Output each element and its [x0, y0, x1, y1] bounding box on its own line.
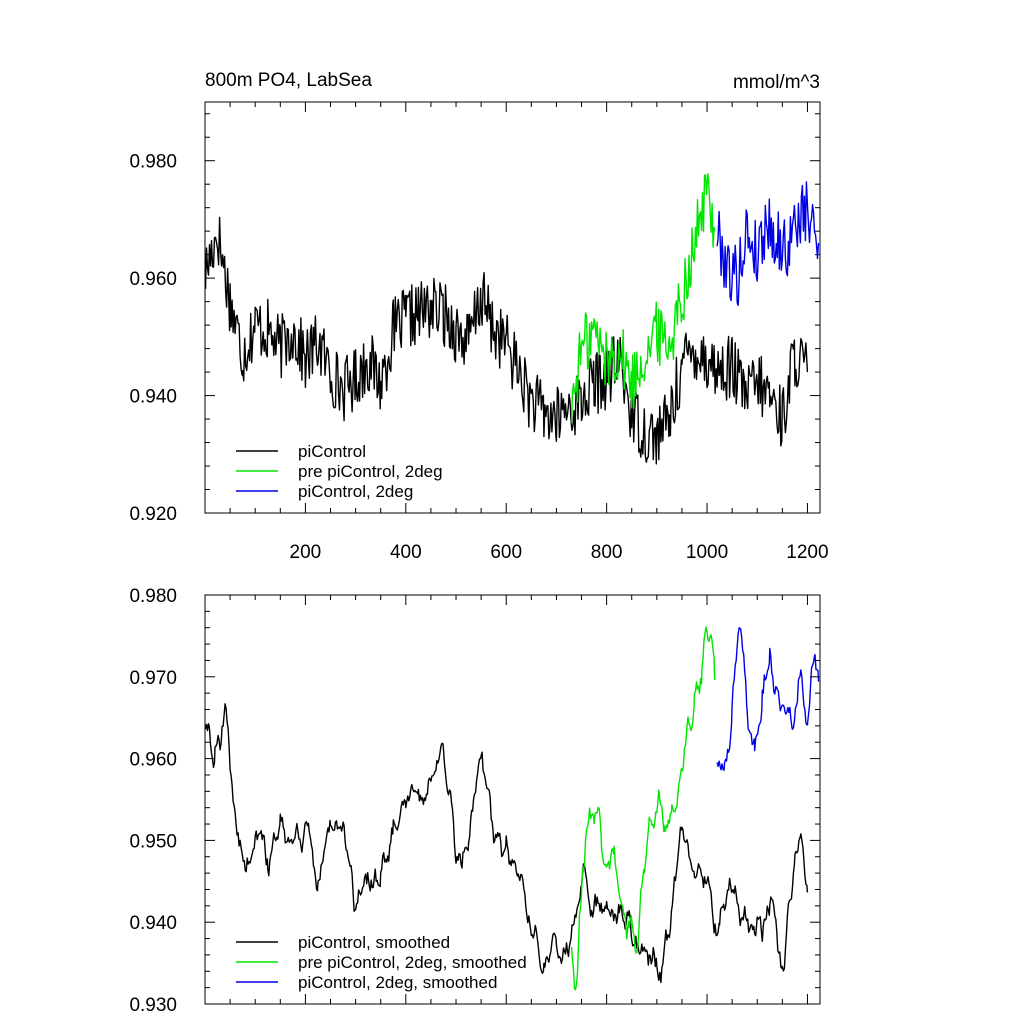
- bottom-y-tick-labels: 0.930 0.940 0.950 0.960 0.970 0.980: [129, 586, 177, 1016]
- y-tick-label: 0.970: [129, 668, 177, 689]
- legend-label: piControl: [298, 442, 366, 461]
- series-line-1: [204, 703, 809, 984]
- x-tick-label: 1200: [786, 542, 828, 563]
- x-tick-label: 1000: [686, 542, 728, 563]
- series-line-2: [570, 173, 716, 424]
- x-tick-label: 200: [290, 542, 322, 563]
- top-minor-ticks: [205, 102, 820, 513]
- series-line-2: [570, 626, 716, 991]
- x-tick-label: 600: [490, 542, 522, 563]
- top-x-tick-labels: 200 400 600 800 1000 1200: [290, 542, 829, 563]
- series-line-3: [716, 181, 820, 307]
- chart-title: 800m PO4, LabSea: [205, 70, 372, 91]
- y-tick-label: 0.980: [129, 152, 177, 173]
- y-tick-label: 0.950: [129, 831, 177, 852]
- bottom-series-lines: [204, 626, 820, 991]
- series-line-1: [204, 216, 809, 465]
- top-panel: 800m PO4, LabSea mmol/m^3 200 400 600 800 10…: [129, 70, 828, 563]
- top-y-tick-labels: 0.920 0.940 0.960 0.980: [129, 152, 177, 525]
- legend-label: piControl, 2deg: [298, 482, 413, 501]
- top-plot-frame: [204, 101, 821, 514]
- bottom-panel: 0.930 0.940 0.950 0.960 0.970 0.980 piControl…: [129, 586, 821, 1016]
- y-tick-label: 0.980: [129, 586, 177, 607]
- y-tick-label: 0.930: [129, 995, 177, 1016]
- legend-label: piControl, smoothed: [298, 933, 450, 952]
- y-tick-label: 0.940: [129, 387, 177, 408]
- x-tick-label: 800: [591, 542, 623, 563]
- y-tick-label: 0.940: [129, 913, 177, 934]
- bottom-major-ticks: [205, 594, 820, 1005]
- y-tick-label: 0.960: [129, 269, 177, 290]
- y-tick-label: 0.920: [129, 504, 177, 525]
- legend-label: pre piControl, 2deg, smoothed: [298, 953, 527, 972]
- units-label: mmol/m^3: [733, 72, 820, 93]
- bottom-minor-ticks: [205, 595, 820, 1004]
- series-line-3: [716, 627, 820, 771]
- top-series-lines: [204, 173, 820, 465]
- bottom-plot-frame: [204, 594, 821, 1005]
- y-tick-label: 0.960: [129, 750, 177, 771]
- legend-label: piControl, 2deg, smoothed: [298, 973, 497, 992]
- top-major-ticks: [205, 102, 820, 514]
- x-tick-label: 400: [390, 542, 422, 563]
- legend-label: pre piControl, 2deg: [298, 462, 443, 481]
